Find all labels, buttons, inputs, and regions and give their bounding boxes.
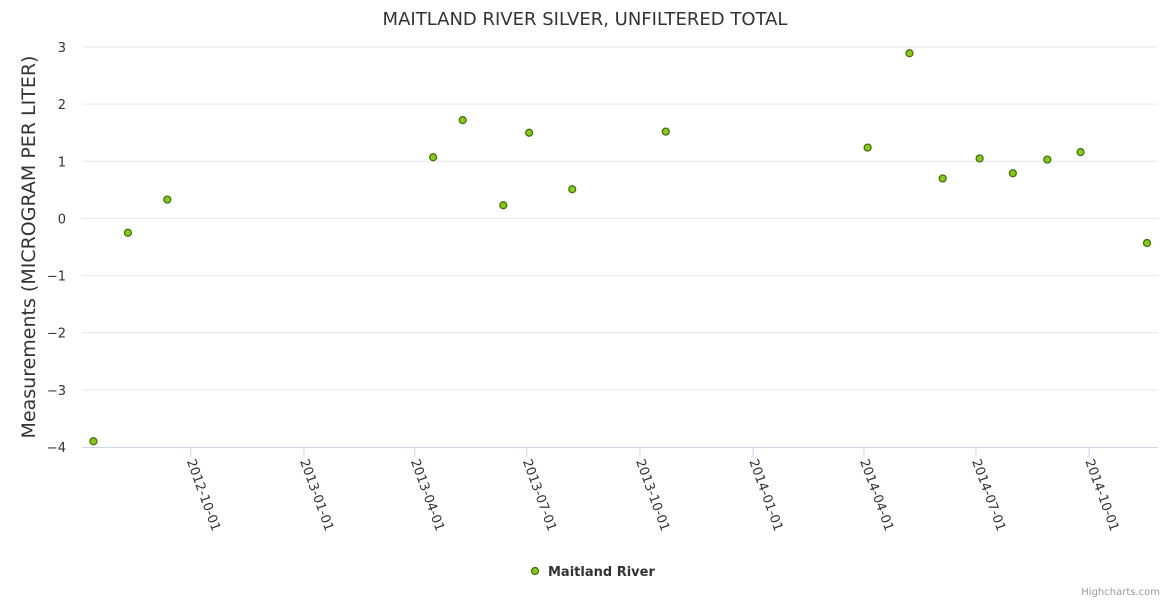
x-tick-label: 2014-07-01 <box>968 457 1008 533</box>
x-tick-label: 2013-01-01 <box>296 457 336 533</box>
data-point[interactable] <box>163 195 172 204</box>
data-point[interactable] <box>1142 238 1152 248</box>
x-tick-label: 2012-10-01 <box>183 457 223 533</box>
y-tick-label: −1 <box>47 270 66 285</box>
y-tick-label: −2 <box>47 327 66 342</box>
data-point[interactable] <box>89 437 98 446</box>
data-point[interactable] <box>525 128 534 137</box>
x-tick-label: 2013-07-01 <box>519 457 559 533</box>
data-point[interactable] <box>938 174 947 183</box>
chart-title: MAITLAND RIVER SILVER, UNFILTERED TOTAL <box>383 9 788 30</box>
y-tick-label: 3 <box>58 41 66 56</box>
x-tick-label: 2013-04-01 <box>407 457 447 533</box>
data-point[interactable] <box>1076 148 1085 157</box>
x-tick-label: 2013-10-01 <box>632 457 672 533</box>
y-tick-label: −3 <box>47 384 66 399</box>
legend-marker[interactable] <box>530 566 540 576</box>
y-tick-label: 1 <box>58 155 66 170</box>
x-tick-label: 2014-01-01 <box>745 457 785 533</box>
grid-lines <box>82 46 1158 391</box>
legend-item-label[interactable]: Maitland River <box>548 565 655 580</box>
data-point[interactable] <box>568 185 577 194</box>
data-point[interactable] <box>1008 169 1017 178</box>
data-point[interactable] <box>429 153 438 162</box>
data-point[interactable] <box>863 143 872 152</box>
y-tick-label: 2 <box>58 98 66 113</box>
x-tick-label: 2014-04-01 <box>856 457 896 533</box>
data-points <box>89 49 1152 446</box>
x-axis-tick-labels: 2012-10-01 2013-01-01 2013-04-01 2013-07-01… <box>183 457 1121 533</box>
legend[interactable]: Maitland River <box>530 565 656 580</box>
data-point[interactable] <box>499 201 508 210</box>
data-point[interactable] <box>123 228 133 237</box>
x-axis-ticks <box>190 447 1090 457</box>
data-point[interactable] <box>1043 155 1052 164</box>
y-axis-tick-labels: 3 2 1 0 −1 −2 −3 −4 <box>47 41 66 456</box>
y-tick-label: −4 <box>47 441 66 456</box>
data-point[interactable] <box>458 116 467 125</box>
data-point[interactable] <box>661 127 670 136</box>
data-point[interactable] <box>905 49 914 58</box>
y-tick-label: 0 <box>58 212 66 227</box>
y-axis-title: Measurements (MICROGRAM PER LITER) <box>18 56 40 439</box>
data-point[interactable] <box>975 154 984 163</box>
credits-link[interactable]: Highcharts.com <box>1081 587 1160 598</box>
x-tick-label: 2014-10-01 <box>1081 457 1121 533</box>
